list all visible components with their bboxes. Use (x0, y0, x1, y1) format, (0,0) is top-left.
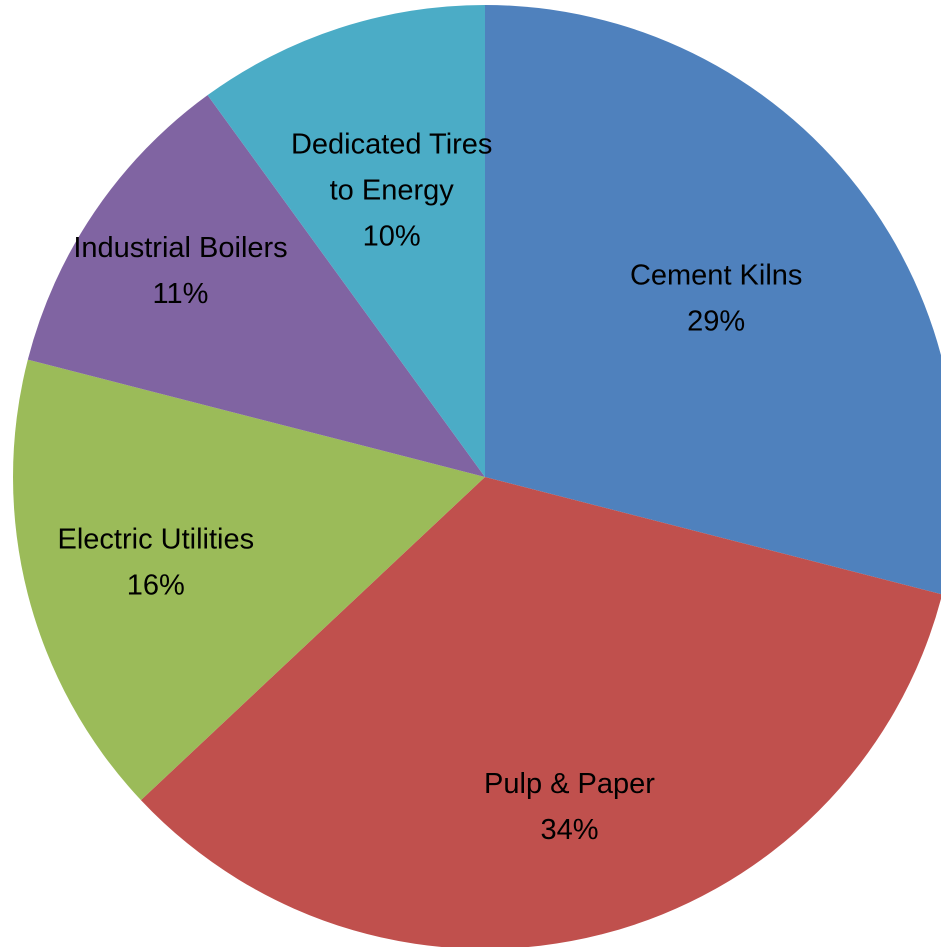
pie-slice-3 (27, 95, 486, 477)
slice-value-label: 10% (363, 221, 421, 253)
slice-category-label: Pulp & Paper (484, 768, 655, 800)
slice-label-2: Electric Utilities 16% (58, 524, 255, 602)
slice-label-1: Pulp & Paper 34% (484, 768, 655, 846)
slice-category-label: Dedicated Tires (291, 129, 493, 161)
slice-value-label: 16% (127, 570, 185, 602)
slice-category-label: Industrial Boilers (73, 232, 287, 264)
slice-category-label: Cement Kilns (630, 260, 802, 292)
pie-slices (13, 5, 941, 947)
pie-labels: Cement Kilns 29% Pulp & Paper 34% Electric U… (58, 129, 803, 847)
slice-label-4: Dedicated Tires to Energy 10% (291, 129, 493, 253)
slice-category-label: to Energy (330, 175, 455, 207)
slice-category-label: Electric Utilities (58, 524, 255, 556)
slice-label-3: Industrial Boilers 11% (73, 232, 287, 310)
pie-slice-0 (485, 5, 941, 595)
slice-value-label: 34% (540, 814, 598, 846)
slice-value-label: 29% (687, 306, 745, 338)
pie-slice-4 (207, 5, 485, 477)
pie-slice-2 (13, 359, 486, 801)
pie-slice-1 (140, 477, 941, 947)
slice-value-label: 11% (153, 278, 209, 310)
slice-label-0: Cement Kilns 29% (630, 260, 802, 338)
